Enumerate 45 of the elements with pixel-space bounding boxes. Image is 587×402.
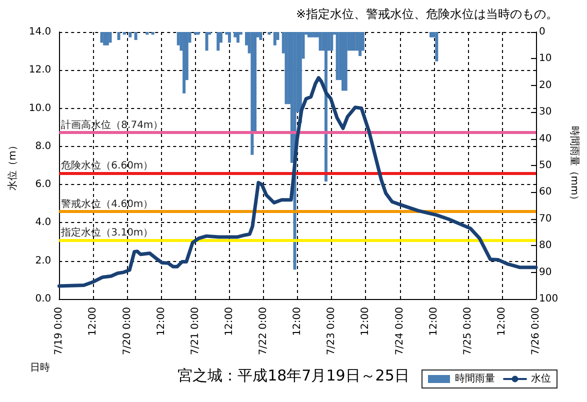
x-tick-label: 7/20 0:00 (122, 307, 133, 356)
y-tick-label: 10.0 (28, 102, 52, 114)
x-tick-label: 7/24 0:00 (394, 307, 406, 356)
x-tick-label: 7/21 0:00 (190, 307, 201, 356)
legend-label: 時間雨量 (455, 372, 495, 384)
y2-tick-label: 0 (539, 26, 546, 38)
x-tick-label: 7/23 0:00 (326, 307, 338, 356)
y2-tick-label: 20 (539, 80, 552, 91)
y-tick-label: 8.0 (35, 140, 52, 152)
x-tick-label: 12:00 (88, 307, 99, 336)
ref-line-label: 警戒水位（4.60m） (61, 198, 154, 210)
y2-tick-label: 40 (539, 133, 552, 144)
y2-tick-label: 50 (539, 160, 552, 171)
y2-axis-title: 時間雨量（mm） (568, 126, 580, 206)
legend-label: 水位 (531, 372, 551, 384)
x-tick-label: 7/26 0:00 (530, 307, 542, 356)
y2-tick-label: 90 (539, 266, 552, 278)
x-axis-title: 日時 (30, 362, 50, 374)
y-tick-label: 12.0 (28, 64, 52, 76)
x-tick-label: 12:00 (428, 307, 440, 336)
x-tick-label: 7/22 0:00 (258, 307, 270, 356)
y2-tick-label: 30 (539, 106, 552, 118)
ref-line-label: 危険水位（6.60m） (61, 160, 154, 172)
y-tick-label: 0.0 (35, 294, 52, 304)
y2-tick-label: 10 (539, 53, 552, 64)
ref-line-label: 計画高水位（8.74m） (61, 118, 164, 131)
x-tick-label: 12:00 (224, 307, 235, 336)
text: 宮之城：平成18年7月19日～25日 (178, 366, 410, 384)
y2-tick-label: 70 (539, 213, 552, 224)
x-tick-label: 12:00 (292, 307, 304, 336)
x-tick-label: 7/19 0:00 (54, 307, 65, 356)
x-tick-label: 12:00 (496, 307, 508, 336)
text: ※指定水位、警戒水位、危険水位は当時のもの。 (296, 7, 558, 21)
y-tick-label: 6.0 (35, 179, 52, 190)
ref-line-label: 指定水位（3.10m） (60, 226, 154, 238)
x-tick-label: 12:00 (156, 307, 167, 336)
y2-tick-label: 100 (539, 294, 558, 304)
y-tick-label: 4.0 (35, 217, 52, 228)
y2-tick-label: 60 (539, 186, 552, 198)
y-axis-title: 水位（m） (6, 140, 18, 190)
y2-tick-label: 80 (539, 240, 552, 252)
x-tick-label: 12:00 (360, 307, 372, 336)
x-tick-label: 7/25 0:00 (462, 307, 474, 356)
y-tick-label: 14.0 (28, 26, 52, 38)
y-tick-label: 2.0 (35, 255, 52, 266)
